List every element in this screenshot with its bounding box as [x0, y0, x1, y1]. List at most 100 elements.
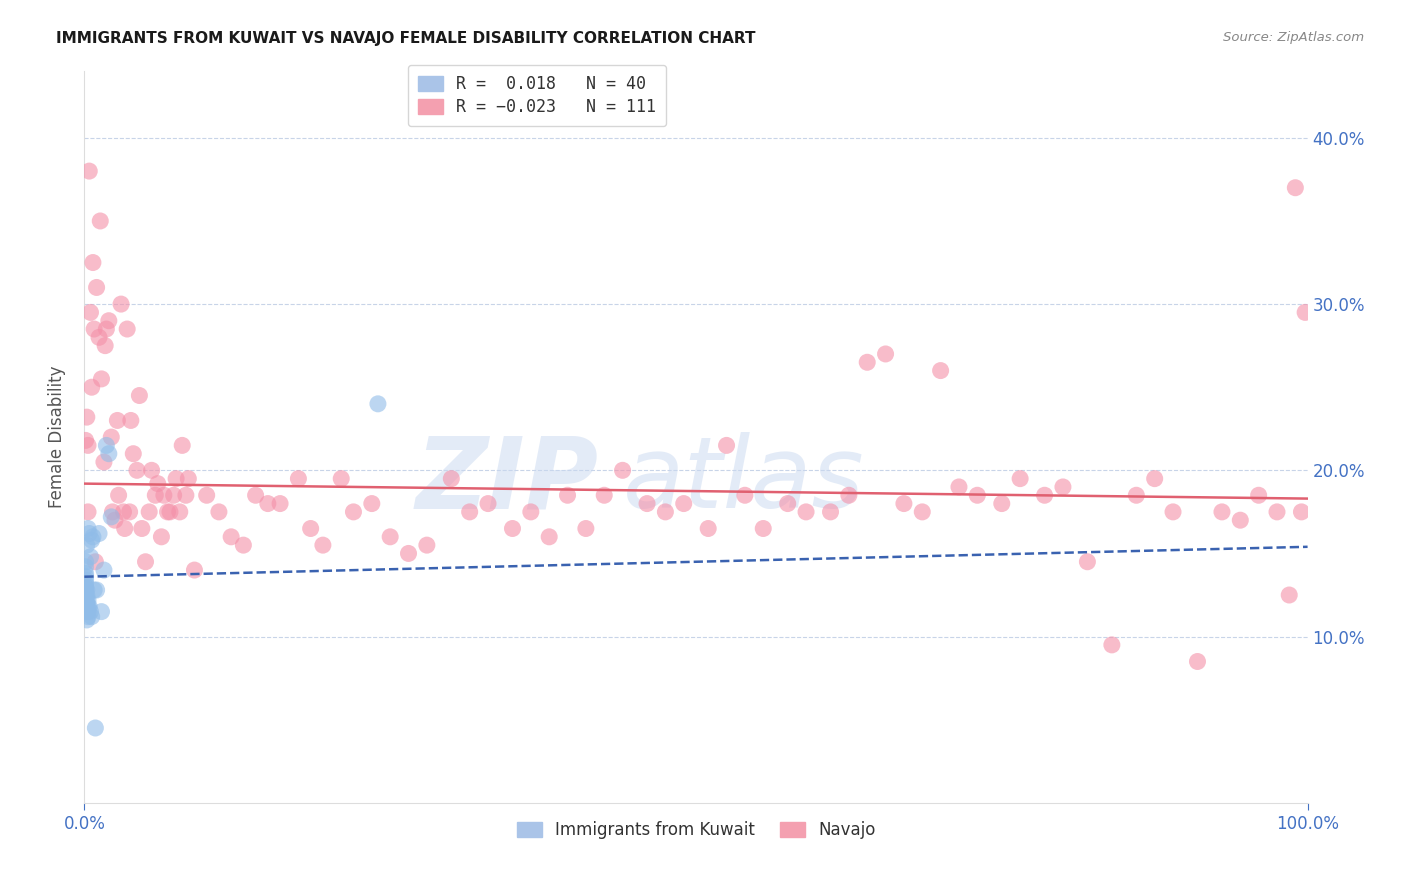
Point — [100, 509, 122, 524]
Point — [114, 521, 136, 535]
Point — [83, 582, 105, 597]
Point — [156, 505, 179, 519]
Point — [128, 388, 150, 402]
Point — [1247, 488, 1270, 502]
Point — [593, 488, 616, 502]
Point — [716, 438, 738, 452]
Point — [115, 322, 138, 336]
Point — [79, 605, 101, 619]
Point — [83, 322, 105, 336]
Point — [101, 505, 124, 519]
Text: atlas: atlas — [623, 433, 865, 530]
Point — [79, 549, 101, 564]
Point — [966, 488, 988, 502]
Point — [135, 555, 157, 569]
Text: ZIP: ZIP — [415, 433, 598, 530]
Point — [75, 559, 97, 574]
Point — [75, 434, 97, 448]
Point — [131, 521, 153, 535]
Point — [557, 488, 579, 502]
Point — [734, 488, 756, 502]
Point — [776, 497, 799, 511]
Point — [143, 488, 166, 502]
Point — [1229, 513, 1251, 527]
Point — [94, 338, 117, 352]
Point — [991, 497, 1014, 511]
Point — [97, 314, 120, 328]
Point — [84, 555, 107, 569]
Point — [893, 497, 915, 511]
Point — [257, 497, 280, 511]
Point — [153, 488, 176, 502]
Point — [820, 505, 842, 519]
Point — [76, 582, 98, 597]
Point — [76, 593, 98, 607]
Point — [169, 505, 191, 519]
Point — [312, 538, 335, 552]
Point — [163, 488, 186, 502]
Point — [150, 530, 173, 544]
Point — [1187, 655, 1209, 669]
Point — [174, 488, 197, 502]
Point — [80, 533, 103, 548]
Point — [1291, 505, 1313, 519]
Point — [76, 599, 98, 614]
Point — [1161, 505, 1184, 519]
Point — [76, 596, 98, 610]
Point — [76, 588, 98, 602]
Point — [125, 463, 148, 477]
Point — [416, 538, 439, 552]
Point — [79, 305, 101, 319]
Point — [195, 488, 218, 502]
Point — [177, 472, 200, 486]
Point — [1101, 638, 1123, 652]
Point — [219, 530, 242, 544]
Point — [183, 563, 205, 577]
Point — [794, 505, 817, 519]
Point — [1265, 505, 1288, 519]
Point — [75, 570, 97, 584]
Point — [75, 555, 97, 569]
Point — [96, 322, 118, 336]
Point — [77, 605, 100, 619]
Y-axis label: Female Disability: Female Disability — [48, 366, 66, 508]
Point — [141, 463, 163, 477]
Point — [87, 330, 110, 344]
Point — [87, 526, 110, 541]
Point — [75, 573, 97, 587]
Point — [76, 538, 98, 552]
Point — [86, 582, 108, 597]
Point — [82, 255, 104, 269]
Point — [838, 488, 860, 502]
Point — [367, 397, 389, 411]
Point — [654, 505, 676, 519]
Point — [107, 488, 129, 502]
Point — [77, 599, 100, 614]
Point — [875, 347, 897, 361]
Point — [80, 609, 103, 624]
Point — [440, 472, 463, 486]
Point — [90, 372, 112, 386]
Point — [287, 472, 309, 486]
Point — [1010, 472, 1032, 486]
Point — [360, 497, 382, 511]
Point — [1143, 472, 1166, 486]
Point — [86, 280, 108, 294]
Point — [120, 413, 142, 427]
Point — [477, 497, 499, 511]
Point — [269, 497, 291, 511]
Point — [93, 563, 115, 577]
Point — [100, 430, 122, 444]
Point — [612, 463, 634, 477]
Point — [165, 472, 187, 486]
Point — [118, 505, 141, 519]
Point — [105, 413, 128, 427]
Point — [502, 521, 524, 535]
Point — [752, 521, 775, 535]
Point — [84, 721, 107, 735]
Point — [1033, 488, 1056, 502]
Point — [520, 505, 543, 519]
Point — [380, 530, 402, 544]
Point — [77, 526, 100, 541]
Point — [1076, 555, 1098, 569]
